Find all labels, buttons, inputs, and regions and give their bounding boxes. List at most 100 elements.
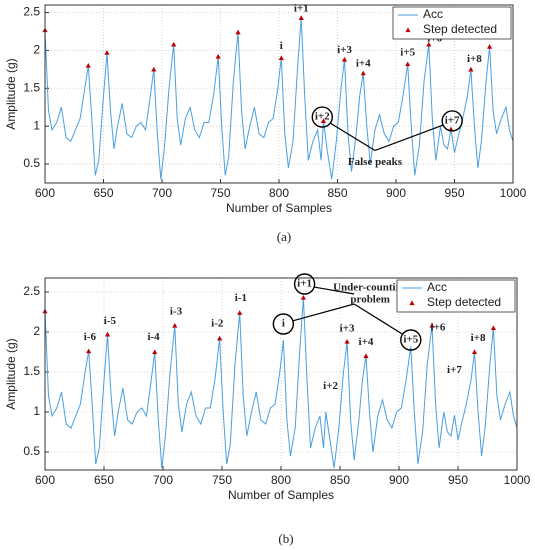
x-tick-label: 800 (269, 186, 289, 200)
point-label: i+1 (297, 278, 312, 290)
step-marker (405, 61, 411, 67)
y-tick-label: 2 (33, 324, 40, 338)
step-marker (104, 50, 110, 55)
step-marker (104, 331, 111, 337)
x-tick-label: 950 (448, 473, 468, 487)
x-tick-label: 650 (93, 186, 113, 200)
highlight-circle (272, 313, 295, 335)
legend-label: Acc (427, 280, 447, 294)
point-label: i-1 (235, 292, 247, 304)
legend-box (396, 279, 516, 313)
step-marker (152, 349, 158, 355)
point-label: i+3 (340, 322, 355, 334)
point-label: i+8 (467, 53, 482, 65)
point-label: i+8 (471, 332, 486, 344)
y-tick-label: 2.5 (23, 284, 40, 298)
y-tick-label: 2 (33, 43, 40, 57)
legend-label: Step detected (427, 295, 501, 309)
step-marker (429, 323, 435, 328)
point-label: i-5 (104, 315, 117, 327)
x-tick-label: 750 (210, 186, 230, 200)
y-axis-label: Amplitude (g) (4, 58, 18, 129)
step-marker (235, 29, 241, 35)
step-marker (426, 41, 432, 47)
step-marker (300, 295, 307, 300)
x-tick-label: 850 (330, 473, 350, 487)
point-label: i+4 (356, 58, 371, 70)
step-marker (298, 15, 304, 20)
point-label: i+5 (403, 334, 418, 346)
x-tick-label: 600 (35, 473, 55, 487)
point-label: i+5 (400, 46, 415, 58)
caption: (b) (278, 531, 293, 546)
point-label: i-6 (84, 331, 97, 343)
y-tick-label: 0.5 (23, 444, 40, 458)
point-label: i+7 (447, 364, 462, 376)
step-marker (471, 349, 478, 355)
x-tick-label: 600 (35, 186, 55, 200)
step-marker (360, 70, 366, 76)
x-tick-label: 750 (212, 473, 232, 487)
step-marker (215, 53, 221, 59)
point-label: i (280, 40, 283, 52)
step-marker (490, 325, 496, 331)
point-label: i-4 (147, 331, 160, 343)
callout-text: False peaks (348, 156, 403, 168)
point-label: i+1 (294, 2, 309, 14)
step-marker (468, 66, 474, 72)
x-tick-label: 850 (327, 186, 347, 200)
point-label: i (282, 318, 285, 330)
point-label: i-2 (211, 318, 224, 330)
y-tick-label: 2.5 (23, 5, 40, 19)
x-tick-label: 1000 (500, 186, 527, 200)
y-tick-label: 1.5 (23, 364, 40, 378)
legend-swatch (409, 300, 415, 306)
chart: 600 650 700 750 800 850 900 950 1000 0.5 1 1.5 2 2.5 N… (4, 273, 531, 546)
y-tick-label: 0.5 (23, 156, 40, 170)
callout-line (353, 303, 403, 335)
x-tick-label: 1000 (504, 473, 531, 487)
callout-line (374, 124, 444, 152)
point-label: i+2 (315, 111, 330, 123)
x-tick-label: 700 (152, 186, 172, 200)
step-marker (320, 118, 327, 123)
x-tick-label: 700 (153, 473, 173, 487)
y-tick-label: 1 (33, 404, 40, 418)
x-tick-label: 950 (444, 186, 464, 200)
x-tick-label: 650 (94, 473, 114, 487)
point-label: i+2 (323, 380, 338, 392)
x-axis-label: Number of Samples (228, 488, 334, 502)
x-tick-label: 900 (386, 186, 406, 200)
step-marker (363, 353, 369, 359)
plot-frame (44, 4, 514, 184)
highlight-circle (311, 106, 333, 128)
point-label: i+6 (431, 322, 446, 334)
step-marker (237, 310, 243, 315)
highlight-circle (293, 273, 316, 295)
point-label: i+3 (337, 44, 352, 56)
point-label: i+4 (359, 336, 374, 348)
y-axis-label: Amplitude (g) (4, 338, 18, 409)
chart: 600 650 700 750 800 850 900 950 1000 0.5 1 1.5 2 2.5 N… (4, 2, 526, 244)
plot-frame (44, 277, 518, 471)
callout-text: Under-counting (333, 282, 408, 294)
callout-line (314, 286, 355, 295)
step-marker (151, 66, 157, 72)
step-marker (487, 44, 493, 49)
caption: (a) (277, 229, 291, 244)
legend-box (392, 6, 512, 40)
step-marker (217, 335, 223, 341)
highlight-circle (400, 329, 422, 351)
callout-text: problem (350, 294, 390, 306)
step-marker (171, 41, 177, 47)
step-marker (341, 56, 348, 62)
y-tick-label: 1 (33, 118, 40, 132)
x-tick-label: 900 (389, 473, 409, 487)
callout-line (292, 303, 355, 322)
highlight-circle (441, 110, 463, 132)
legend-label: Acc (423, 7, 443, 21)
step-marker (86, 348, 92, 354)
x-tick-label: 800 (271, 473, 291, 487)
point-label: i-3 (170, 306, 183, 318)
